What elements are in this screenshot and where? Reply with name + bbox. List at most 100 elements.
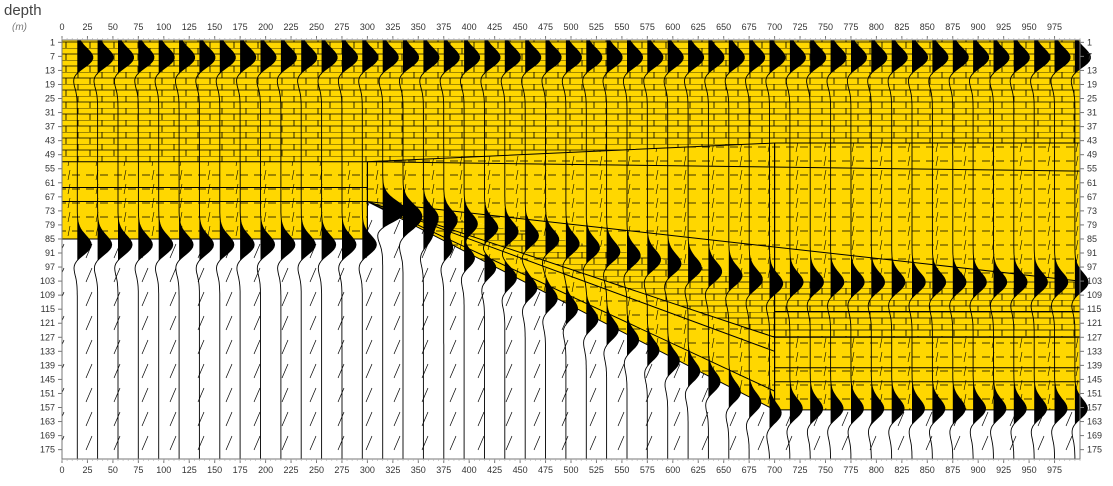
y-tick-label-left: 25 — [45, 94, 55, 104]
x-tick-label-bottom: 925 — [996, 465, 1011, 475]
seismic-trace — [358, 39, 379, 459]
y-tick-label-right: 43 — [1087, 136, 1097, 146]
x-tick-label-top: 75 — [133, 22, 143, 32]
x-tick-label-top: 650 — [716, 22, 731, 32]
x-tick-label-bottom: 850 — [920, 465, 935, 475]
x-tick-label-bottom: 675 — [742, 465, 757, 475]
x-tick-label-top: 350 — [411, 22, 426, 32]
x-tick-label-top: 425 — [487, 22, 502, 32]
trace-fill — [504, 40, 521, 294]
x-tick-label-bottom: 975 — [1047, 465, 1062, 475]
seismic-trace — [297, 39, 318, 459]
x-tick-label-top: 675 — [742, 22, 757, 32]
y-tick-label-right: 169 — [1087, 431, 1102, 441]
seismic-trace — [377, 39, 407, 459]
x-tick-label-bottom: 575 — [640, 465, 655, 475]
y-tick-label-left: 13 — [45, 65, 55, 75]
trace-fill — [362, 40, 378, 262]
x-tick-label-top: 475 — [538, 22, 553, 32]
y-tick-label-left: 73 — [45, 206, 55, 216]
y-tick-label-left: 31 — [45, 108, 55, 118]
trace-fill — [647, 40, 663, 366]
y-tick-label-left: 19 — [45, 79, 55, 89]
seismic-trace — [887, 39, 908, 459]
x-tick-label-top: 0 — [59, 22, 64, 32]
y-tick-label-left: 133 — [40, 346, 55, 356]
y-tick-label-left: 157 — [40, 403, 55, 413]
y-tick-label-right: 103 — [1087, 276, 1102, 286]
seismic-trace — [867, 39, 888, 459]
trace-fill — [321, 40, 338, 262]
trace-fill — [179, 40, 195, 262]
trace-fill — [97, 40, 114, 262]
seismic-trace — [1070, 39, 1091, 459]
seismic-trace — [439, 39, 460, 459]
x-tick-label-bottom: 875 — [945, 465, 960, 475]
trace-fill — [158, 40, 175, 262]
x-tick-label-bottom: 775 — [843, 465, 858, 475]
x-tick-label-top: 825 — [894, 22, 909, 32]
trace-fill — [443, 40, 460, 264]
x-tick-label-bottom: 600 — [665, 465, 680, 475]
y-tick-label-right: 163 — [1087, 417, 1102, 427]
y-tick-label-left: 139 — [40, 360, 55, 370]
seismic-trace — [602, 39, 623, 459]
seismic-trace — [276, 39, 297, 459]
seismic-trace — [113, 39, 134, 459]
y-tick-label-right: 109 — [1087, 290, 1102, 300]
seismic-trace — [398, 39, 423, 459]
y-axis-label: depth — [4, 2, 42, 19]
x-tick-label-top: 400 — [462, 22, 477, 32]
seismic-trace — [969, 39, 990, 459]
trace-fill — [260, 40, 276, 262]
seismic-trace — [93, 39, 114, 459]
x-tick-label-bottom: 75 — [133, 465, 143, 475]
y-tick-label-right: 157 — [1087, 403, 1102, 413]
seismic-trace — [846, 39, 867, 459]
y-tick-label-left: 55 — [45, 164, 55, 174]
x-tick-label-bottom: 125 — [182, 465, 197, 475]
x-tick-label-top: 925 — [996, 22, 1011, 32]
y-tick-label-right: 61 — [1087, 178, 1097, 188]
y-tick-label-right: 31 — [1087, 108, 1097, 118]
trace-fill — [301, 40, 317, 262]
x-tick-label-top: 800 — [869, 22, 884, 32]
trace-fill — [464, 40, 480, 273]
trace-fill — [667, 40, 684, 378]
y-tick-label-right: 25 — [1087, 94, 1097, 104]
y-tick-label-right: 13 — [1087, 65, 1097, 75]
x-tick-label-bottom: 0 — [59, 465, 64, 475]
seismic-trace — [73, 39, 94, 459]
seismic-trace — [907, 39, 928, 459]
y-tick-label-right: 67 — [1087, 192, 1097, 202]
trace-fill — [77, 40, 93, 262]
x-tick-label-top: 150 — [207, 22, 222, 32]
x-tick-label-top: 950 — [1022, 22, 1037, 32]
trace-fill — [199, 40, 215, 262]
y-tick-label-right: 19 — [1087, 79, 1097, 89]
y-tick-label-left: 79 — [45, 220, 55, 230]
x-tick-label-top: 375 — [436, 22, 451, 32]
x-tick-label-bottom: 300 — [360, 465, 375, 475]
x-tick-label-top: 575 — [640, 22, 655, 32]
y-tick-label-right: 139 — [1087, 360, 1102, 370]
x-tick-label-bottom: 725 — [793, 465, 808, 475]
y-tick-label-left: 103 — [40, 276, 55, 286]
x-tick-label-bottom: 625 — [691, 465, 706, 475]
y-tick-label-left: 163 — [40, 417, 55, 427]
seismic-trace — [1050, 39, 1071, 459]
x-tick-label-top: 50 — [108, 22, 118, 32]
y-axis-unit: (m) — [12, 22, 27, 33]
x-tick-label-bottom: 900 — [971, 465, 986, 475]
x-tick-label-bottom: 425 — [487, 465, 502, 475]
y-tick-label-right: 145 — [1087, 374, 1102, 384]
y-tick-label-left: 91 — [45, 248, 55, 258]
y-tick-label-left: 1 — [50, 37, 55, 47]
x-tick-label-bottom: 500 — [563, 465, 578, 475]
seismic-trace — [582, 39, 603, 459]
x-tick-label-bottom: 550 — [614, 465, 629, 475]
seismic-trace — [256, 39, 277, 459]
seismic-trace — [500, 39, 521, 459]
y-tick-label-right: 91 — [1087, 248, 1097, 258]
